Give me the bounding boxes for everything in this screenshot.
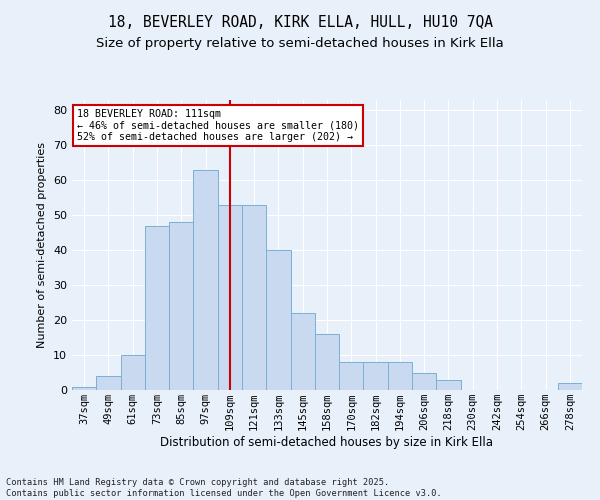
- Bar: [364, 362, 388, 390]
- Text: 18 BEVERLEY ROAD: 111sqm
← 46% of semi-detached houses are smaller (180)
52% of : 18 BEVERLEY ROAD: 111sqm ← 46% of semi-d…: [77, 108, 359, 142]
- Bar: [412, 372, 436, 390]
- Bar: [339, 362, 364, 390]
- Bar: [145, 226, 169, 390]
- Bar: [315, 334, 339, 390]
- Text: Contains HM Land Registry data © Crown copyright and database right 2025.
Contai: Contains HM Land Registry data © Crown c…: [6, 478, 442, 498]
- X-axis label: Distribution of semi-detached houses by size in Kirk Ella: Distribution of semi-detached houses by …: [161, 436, 493, 449]
- Bar: [121, 355, 145, 390]
- Bar: [436, 380, 461, 390]
- Bar: [193, 170, 218, 390]
- Bar: [290, 313, 315, 390]
- Bar: [242, 205, 266, 390]
- Y-axis label: Number of semi-detached properties: Number of semi-detached properties: [37, 142, 47, 348]
- Text: 18, BEVERLEY ROAD, KIRK ELLA, HULL, HU10 7QA: 18, BEVERLEY ROAD, KIRK ELLA, HULL, HU10…: [107, 15, 493, 30]
- Bar: [72, 386, 96, 390]
- Bar: [266, 250, 290, 390]
- Bar: [388, 362, 412, 390]
- Bar: [169, 222, 193, 390]
- Bar: [96, 376, 121, 390]
- Bar: [218, 205, 242, 390]
- Bar: [558, 383, 582, 390]
- Text: Size of property relative to semi-detached houses in Kirk Ella: Size of property relative to semi-detach…: [96, 38, 504, 51]
